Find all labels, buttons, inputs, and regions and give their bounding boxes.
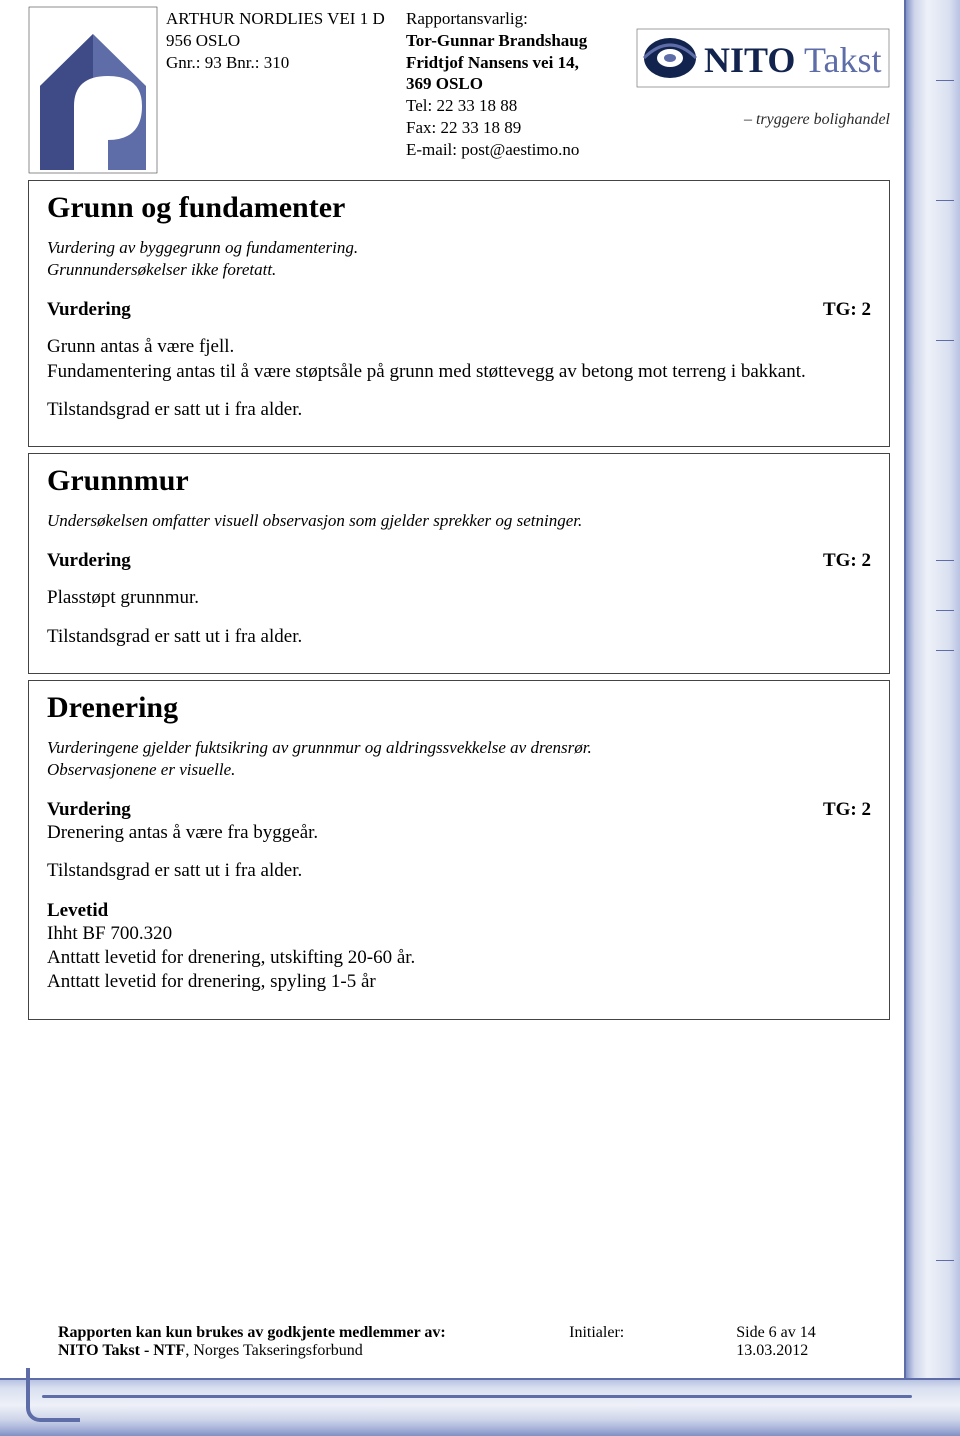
- section-title: Grunn og fundamenter: [47, 191, 871, 225]
- vurdering-row: Vurdering TG: 2: [47, 550, 871, 572]
- header-address-block: ARTHUR NORDLIES VEI 1 D 956 OSLO Gnr.: 9…: [166, 6, 398, 73]
- blueprint-border-right: [904, 0, 960, 1436]
- section-title: Grunnmur: [47, 464, 871, 498]
- resp-role: Rapportansvarlig:: [406, 8, 614, 30]
- section-body: Plasstøpt grunnmur.: [47, 586, 871, 610]
- levetid-line: Anttatt levetid for drenering, spyling 1…: [47, 970, 871, 994]
- content: Grunn og fundamenter Vurdering av byggeg…: [0, 180, 960, 1020]
- section-body: Grunn antas å være fjell. Fundamentering…: [47, 335, 871, 384]
- levetid-body: Ihht BF 700.320 Anttatt levetid for dren…: [47, 922, 871, 995]
- header: ARTHUR NORDLIES VEI 1 D 956 OSLO Gnr.: 9…: [0, 0, 960, 174]
- section-grunn-og-fundamenter: Grunn og fundamenter Vurdering av byggeg…: [28, 180, 890, 447]
- footer: Rapporten kan kun brukes av godkjente me…: [58, 1324, 864, 1360]
- resp-email: E-mail: post@aestimo.no: [406, 139, 614, 161]
- body-line: Grunn antas å være fjell.: [47, 336, 234, 357]
- tg-value: TG: 2: [823, 799, 871, 821]
- addr-line1: ARTHUR NORDLIES VEI 1 D: [166, 8, 398, 30]
- footer-left: Rapporten kan kun brukes av godkjente me…: [58, 1324, 569, 1360]
- tg-value: TG: 2: [823, 550, 871, 572]
- vurdering-row: Vurdering TG: 2: [47, 799, 871, 821]
- resp-addr1: Fridtjof Nansens vei 14,: [406, 52, 614, 74]
- levetid-line: Ihht BF 700.320: [47, 922, 871, 946]
- svg-text:Takst: Takst: [804, 40, 881, 80]
- ob-house-logo: [28, 6, 158, 174]
- desc-line: Vurderingene gjelder fuktsikring av grun…: [47, 737, 871, 759]
- tg-value: TG: 2: [823, 299, 871, 321]
- section-title: Drenering: [47, 691, 871, 725]
- section-body: Tilstandsgrad er satt ut i fra alder.: [47, 625, 871, 649]
- vurdering-label: Vurdering: [47, 299, 131, 321]
- desc-line: Undersøkelsen omfatter visuell observasj…: [47, 510, 871, 532]
- levetid-label: Levetid: [47, 900, 871, 922]
- resp-tel: Tel: 22 33 18 88: [406, 95, 614, 117]
- footer-initialer: Initialer:: [569, 1324, 736, 1342]
- nito-takst-logo: NITO Takst – tryggere bolighandel: [636, 28, 890, 129]
- footer-org-bold: NITO Takst - NTF: [58, 1342, 185, 1359]
- header-responsible-block: Rapportansvarlig: Tor-Gunnar Brandshaug …: [406, 6, 614, 160]
- desc-line: Observasjonene er visuelle.: [47, 759, 871, 781]
- addr-line2: 956 OSLO: [166, 30, 398, 52]
- footer-date: 13.03.2012: [736, 1342, 864, 1360]
- resp-fax: Fax: 22 33 18 89: [406, 117, 614, 139]
- page: ARTHUR NORDLIES VEI 1 D 956 OSLO Gnr.: 9…: [0, 0, 960, 1436]
- levetid-line: Anttatt levetid for drenering, utskiftin…: [47, 946, 871, 970]
- footer-right: Side 6 av 14 13.03.2012: [736, 1324, 864, 1360]
- svg-text:NITO: NITO: [704, 40, 795, 80]
- section-drenering: Drenering Vurderingene gjelder fuktsikri…: [28, 680, 890, 1020]
- resp-name: Tor-Gunnar Brandshaug: [406, 30, 614, 52]
- footer-page: Side 6 av 14: [736, 1324, 864, 1342]
- section-desc: Undersøkelsen omfatter visuell observasj…: [47, 510, 871, 532]
- section-body: Tilstandsgrad er satt ut i fra alder.: [47, 398, 871, 422]
- resp-addr2: 369 OSLO: [406, 73, 614, 95]
- nito-tagline: – tryggere bolighandel: [636, 111, 890, 129]
- footer-line1: Rapporten kan kun brukes av godkjente me…: [58, 1324, 446, 1341]
- vurdering-label: Vurdering: [47, 799, 131, 821]
- vurdering-inline: Drenering antas å være fra byggeår.: [47, 821, 871, 845]
- section-grunnmur: Grunnmur Undersøkelsen omfatter visuell …: [28, 453, 890, 674]
- footer-org-rest: , Norges Takseringsforbund: [185, 1342, 362, 1359]
- blueprint-border-bottom: [0, 1378, 960, 1436]
- body-line: Fundamentering antas til å være støptsål…: [47, 361, 806, 382]
- desc-line: Vurdering av byggegrunn og fundamenterin…: [47, 237, 871, 259]
- blueprint-inner-line: [42, 1395, 912, 1398]
- section-desc: Vurdering av byggegrunn og fundamenterin…: [47, 237, 871, 281]
- vurdering-label: Vurdering: [47, 550, 131, 572]
- addr-line3: Gnr.: 93 Bnr.: 310: [166, 52, 398, 74]
- section-body: Tilstandsgrad er satt ut i fra alder.: [47, 859, 871, 883]
- blueprint-corner-bl: [26, 1368, 80, 1422]
- vurdering-row: Vurdering TG: 2: [47, 299, 871, 321]
- section-desc: Vurderingene gjelder fuktsikring av grun…: [47, 737, 871, 781]
- desc-line: Grunnundersøkelser ikke foretatt.: [47, 259, 871, 281]
